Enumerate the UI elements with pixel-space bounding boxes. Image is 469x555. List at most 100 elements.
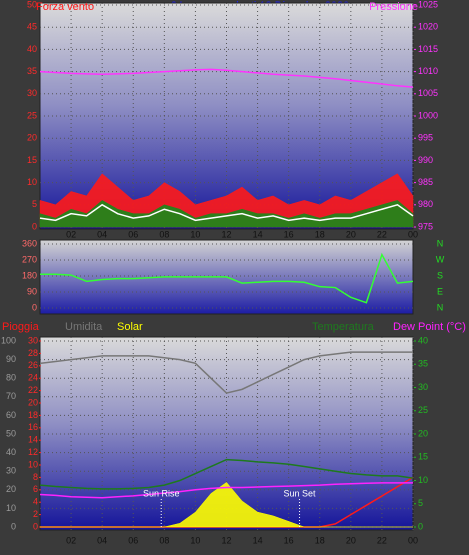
x-tick-label: 18 [315, 229, 325, 239]
x-tick-label: 22 [377, 229, 387, 239]
y2-tick-label: 975 [418, 221, 433, 231]
x-tick-label: 00 [408, 229, 418, 239]
y2-tick-label: 26 [28, 360, 38, 370]
y-tick-label: 90 [6, 354, 16, 364]
y2-tick-label: 1015 [418, 44, 438, 54]
y2-tick-label: N [437, 302, 444, 312]
y2-tick-label: 20 [28, 397, 38, 407]
series-line [39, 68, 414, 88]
y2-tick-label: 12 [28, 447, 38, 457]
y3-tick-label: 0 [418, 521, 423, 531]
x-tick-label: 14 [253, 229, 263, 239]
y-tick-label: 100 [1, 335, 16, 345]
annotation-label: Sun Rise [143, 488, 180, 498]
y2-tick-label: 16 [28, 422, 38, 432]
x-tick-label: 10 [190, 535, 200, 545]
y-tick-label: 25 [27, 110, 37, 120]
series-line [39, 351, 413, 394]
legend-label: Umidita [65, 321, 103, 333]
series-line [39, 482, 413, 499]
y2-tick-label: 0 [33, 521, 38, 531]
x-tick-label: 20 [346, 535, 356, 545]
y-tick-label: 45 [27, 22, 37, 32]
y-tick-label: 50 [6, 428, 16, 438]
y-tick-label: 180 [22, 270, 37, 280]
series-line [39, 203, 414, 222]
y2-tick-label: 990 [418, 155, 433, 165]
x-tick-label: 12 [221, 229, 231, 239]
y-tick-label: 40 [6, 447, 16, 457]
legend-label: Temperatura [312, 321, 375, 333]
x-tick-label: 16 [284, 535, 294, 545]
y-tick-label: 50 [27, 0, 37, 9]
series-line [39, 458, 414, 490]
legend-label: Dew Point (°C) [393, 321, 466, 333]
y2-tick-label: 985 [418, 177, 433, 187]
y-tick-label: 90 [27, 286, 37, 296]
y-tick-label: 70 [6, 391, 16, 401]
y3-tick-label: 25 [418, 405, 428, 415]
x-tick-label: 22 [377, 535, 387, 545]
legend-label: Forza vento [36, 1, 94, 13]
y3-tick-label: 20 [418, 428, 428, 438]
y3-tick-label: 10 [418, 475, 428, 485]
y-tick-label: 40 [27, 44, 37, 54]
y2-tick-label: 14 [28, 435, 38, 445]
y2-tick-label: 10 [28, 459, 38, 469]
y3-tick-label: 35 [418, 359, 428, 369]
legend-label: Pressione [369, 1, 418, 13]
y-tick-label: 0 [32, 221, 37, 231]
x-tick-label: 04 [97, 535, 107, 545]
series-area [40, 482, 413, 528]
x-tick-label: 16 [284, 229, 294, 239]
y-tick-label: 10 [6, 503, 16, 513]
y3-tick-label: 15 [418, 452, 428, 462]
annotation-label: Sun Set [284, 488, 317, 498]
x-tick-label: 12 [221, 535, 231, 545]
y2-tick-label: 28 [28, 348, 38, 358]
y2-tick-label: 1020 [418, 22, 438, 32]
y2-tick-label: S [437, 270, 443, 280]
y-tick-label: 0 [32, 302, 37, 312]
y2-tick-label: 1000 [418, 110, 438, 120]
x-tick-label: 08 [159, 535, 169, 545]
y-tick-label: 0 [11, 521, 16, 531]
y2-tick-label: 1010 [418, 66, 438, 76]
y-tick-label: 360 [22, 238, 37, 248]
y2-tick-label: W [436, 254, 445, 264]
x-tick-label: 06 [128, 229, 138, 239]
x-tick-label: 04 [97, 229, 107, 239]
y-tick-label: 30 [6, 466, 16, 476]
legend-label: Solar [117, 321, 143, 333]
y2-tick-label: 22 [28, 385, 38, 395]
x-tick-label: 20 [346, 229, 356, 239]
y-tick-label: 15 [27, 155, 37, 165]
y2-tick-label: E [437, 286, 443, 296]
y-tick-label: 60 [6, 410, 16, 420]
y2-tick-label: 4 [33, 497, 38, 507]
x-tick-label: 08 [159, 229, 169, 239]
x-tick-label: 02 [66, 229, 76, 239]
y-tick-label: 30 [27, 88, 37, 98]
x-tick-label: 06 [128, 535, 138, 545]
y2-tick-label: 24 [28, 373, 38, 383]
x-tick-label: 02 [66, 535, 76, 545]
y3-tick-label: 5 [418, 498, 423, 508]
y3-tick-label: 30 [418, 382, 428, 392]
y2-tick-label: 18 [28, 410, 38, 420]
y-tick-label: 20 [27, 133, 37, 143]
y2-tick-label: 8 [33, 472, 38, 482]
y-tick-label: 35 [27, 66, 37, 76]
x-tick-label: 14 [253, 535, 263, 545]
y2-tick-label: 6 [33, 484, 38, 494]
y-tick-label: 10 [27, 177, 37, 187]
y2-tick-label: 1025 [418, 0, 438, 9]
y-tick-label: 20 [6, 484, 16, 494]
y-tick-label: 80 [6, 373, 16, 383]
y2-tick-label: N [437, 238, 444, 248]
x-tick-label: 00 [408, 535, 418, 545]
y3-tick-label: 40 [418, 335, 428, 345]
y2-tick-label: 30 [28, 335, 38, 345]
series-line [40, 252, 414, 304]
